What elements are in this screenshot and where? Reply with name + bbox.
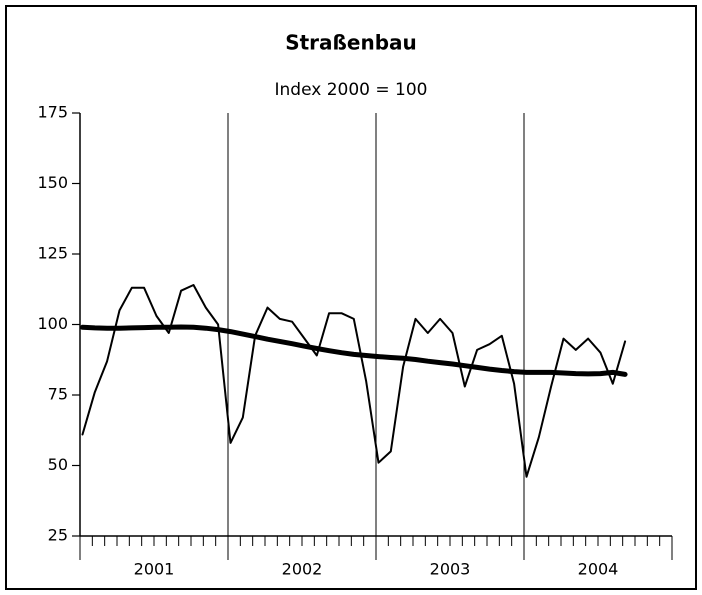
y-tick-label: 175 (37, 103, 68, 122)
x-tick-label: 2001 (134, 560, 175, 579)
x-tick-label: 2003 (430, 560, 471, 579)
series-line (80, 324, 628, 377)
chart-subtitle: Index 2000 = 100 (275, 80, 428, 100)
frame (5, 5, 697, 590)
x-tick-label: 2002 (282, 560, 323, 579)
y-tick-label: 100 (37, 314, 68, 333)
y-tick-label: 75 (48, 385, 68, 404)
y-tick-label: 25 (48, 526, 68, 545)
y-tick-label: 50 (48, 455, 68, 474)
y-tick-label: 125 (37, 244, 68, 263)
series-line (81, 284, 627, 478)
y-tick-label: 150 (37, 173, 68, 192)
chart-title: Straßenbau (285, 31, 417, 55)
x-tick-label: 2004 (578, 560, 619, 579)
